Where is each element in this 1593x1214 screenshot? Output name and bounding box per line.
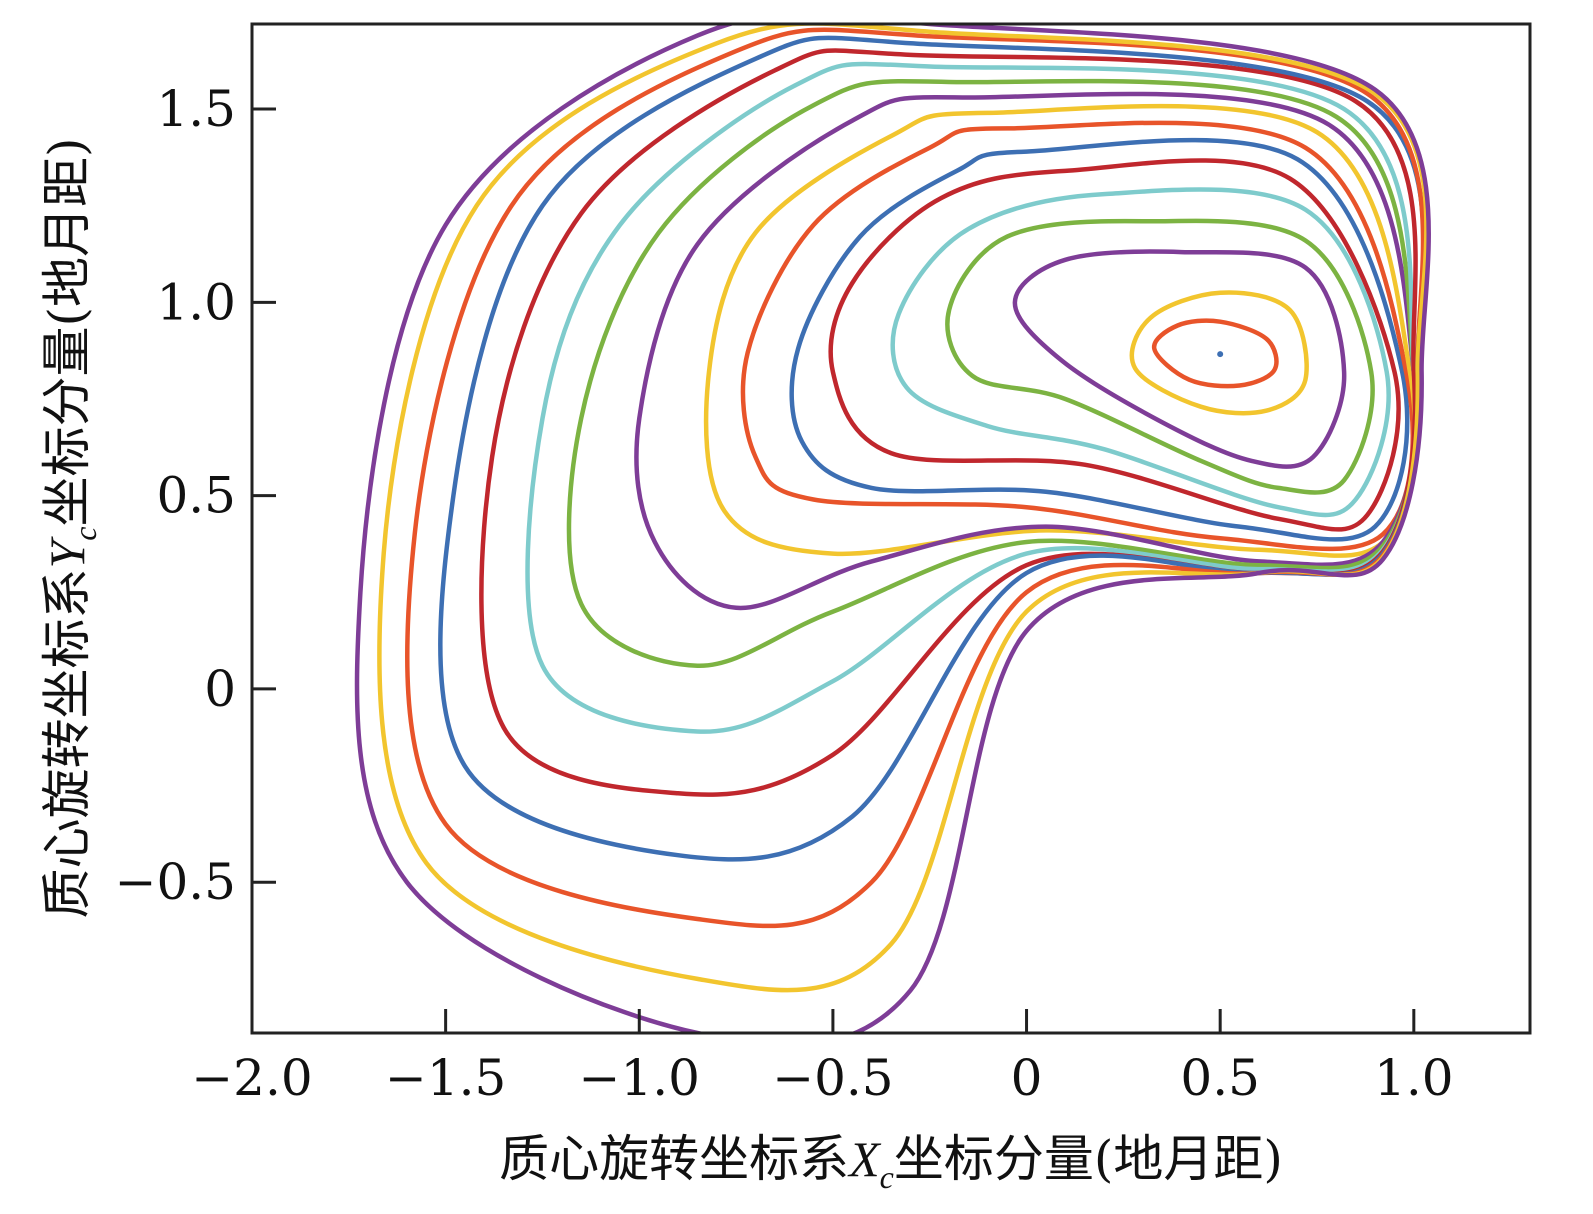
x-tick-label: 0.5	[1180, 1049, 1260, 1107]
orbit-line-12	[525, 61, 1418, 734]
y-tick-label: 1.5	[156, 80, 236, 138]
y-tick-label: 0	[204, 660, 236, 718]
x-axis-label-prefix: 质心旋转坐标系	[499, 1130, 849, 1188]
x-axis: −2.0 −1.5 −1.0 −0.5 0 0.5 1.0	[191, 1009, 1454, 1107]
center-point	[1217, 351, 1224, 358]
orbit-line-14	[438, 35, 1426, 862]
orbit-line-10	[634, 91, 1419, 611]
orbit-line-4	[945, 218, 1375, 495]
y-axis-label-sub: c	[67, 527, 103, 541]
x-tick-label: 1.0	[1374, 1049, 1454, 1107]
y-axis-label-var: Y	[39, 536, 95, 569]
orbit-line-15	[404, 27, 1426, 929]
y-tick-label: 0.5	[156, 467, 236, 525]
plot-frame	[250, 22, 1532, 1035]
y-tick-label: −0.5	[115, 853, 236, 911]
x-tick-label: −1.0	[579, 1049, 700, 1107]
orbit-line-2	[1129, 290, 1309, 416]
orbit-line-8	[740, 120, 1415, 552]
x-axis-label-var: X	[847, 1131, 882, 1187]
y-axis-label-prefix: 质心旋转坐标系	[38, 569, 96, 919]
x-axis-label-suffix: 坐标分量(地月距)	[894, 1130, 1283, 1188]
orbit-line-17	[354, 24, 1431, 1033]
orbit-line-1	[1152, 318, 1279, 389]
x-tick-label: −1.5	[385, 1049, 506, 1107]
center-marks	[1217, 351, 1224, 358]
orbit-line-5	[890, 187, 1391, 518]
orbit-curves	[354, 24, 1431, 1033]
y-axis-label-suffix: 坐标分量(地月距)	[38, 137, 96, 526]
y-axis-label: 质心旋转坐标系Yc坐标分量(地月距)	[38, 137, 103, 918]
orbit-line-7	[789, 137, 1410, 542]
orbit-line-6	[828, 158, 1401, 532]
orbit-line-11	[566, 78, 1419, 668]
x-tick-label: −0.5	[772, 1049, 893, 1107]
orbit-line-16	[377, 24, 1429, 993]
x-tick-label: 0	[1011, 1049, 1043, 1107]
y-tick-label: 1.0	[156, 273, 236, 331]
orbit-line-9	[703, 103, 1418, 558]
y-axis: −0.5 0 0.5 1.0 1.5	[115, 80, 276, 911]
orbit-line-3	[1012, 249, 1347, 469]
x-tick-label: −2.0	[191, 1049, 312, 1107]
orbit-line-13	[479, 48, 1418, 797]
x-axis-label-sub: c	[880, 1159, 894, 1195]
x-axis-label: 质心旋转坐标系Xc坐标分量(地月距)	[499, 1130, 1283, 1195]
